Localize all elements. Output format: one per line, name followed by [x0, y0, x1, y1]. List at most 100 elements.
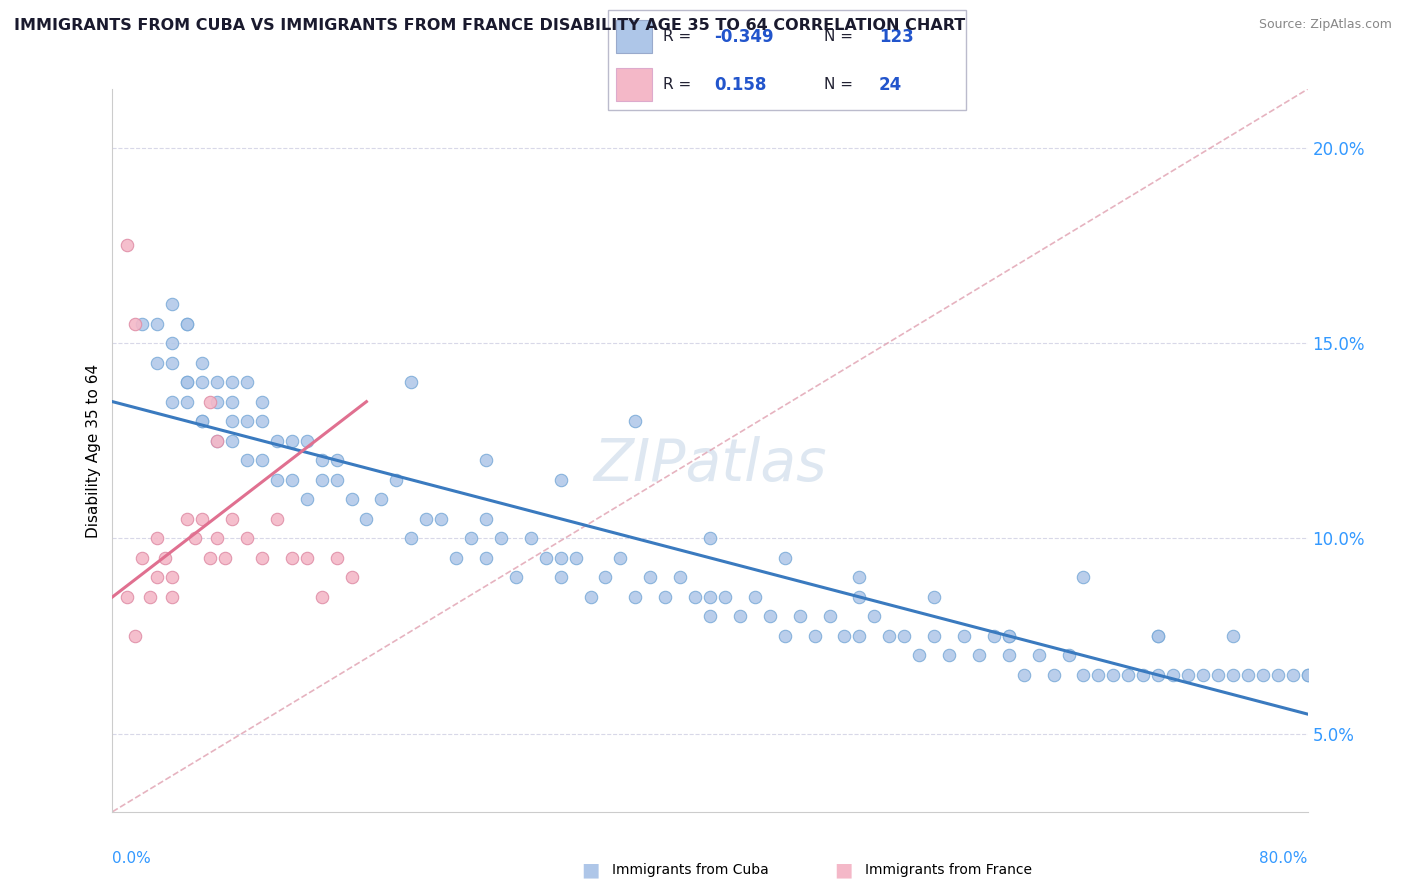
Point	[1267, 668, 1289, 682]
Point	[848, 570, 870, 584]
Point	[250, 453, 273, 467]
Point	[848, 629, 870, 643]
Point	[370, 492, 392, 507]
Bar	[616, 69, 652, 101]
Point	[250, 550, 273, 565]
Point	[1177, 668, 1199, 682]
Point	[789, 609, 811, 624]
Point	[325, 453, 347, 467]
Point	[205, 434, 228, 448]
Text: Source: ZipAtlas.com: Source: ZipAtlas.com	[1258, 18, 1392, 31]
Point	[1102, 668, 1125, 682]
Point	[744, 590, 766, 604]
Point	[281, 434, 304, 448]
Point	[162, 590, 183, 604]
Point	[1118, 668, 1140, 682]
Text: 24: 24	[879, 76, 903, 94]
Point	[1147, 668, 1170, 682]
Point	[221, 434, 243, 448]
Point	[401, 532, 423, 546]
Point	[236, 453, 259, 467]
Point	[191, 375, 214, 389]
Point	[803, 629, 825, 643]
Point	[146, 355, 169, 369]
Point	[714, 590, 737, 604]
Point	[863, 609, 886, 624]
Point	[191, 512, 214, 526]
Text: 80.0%: 80.0%	[1260, 852, 1308, 866]
Point	[773, 550, 796, 565]
Point	[266, 473, 288, 487]
Point	[834, 629, 856, 643]
Text: ■: ■	[834, 860, 853, 880]
Point	[475, 453, 498, 467]
Point	[205, 434, 228, 448]
Point	[579, 590, 602, 604]
Point	[922, 629, 945, 643]
Point	[221, 414, 243, 428]
Point	[214, 550, 236, 565]
Point	[176, 375, 198, 389]
Point	[340, 492, 363, 507]
Point	[176, 317, 198, 331]
Point	[191, 414, 214, 428]
Point	[1042, 668, 1064, 682]
Text: -0.349: -0.349	[714, 28, 773, 45]
Point	[198, 550, 221, 565]
Point	[176, 375, 198, 389]
Point	[998, 648, 1021, 663]
Point	[1296, 668, 1319, 682]
Point	[236, 414, 259, 428]
Point	[295, 492, 318, 507]
Point	[146, 532, 169, 546]
Point	[953, 629, 976, 643]
Point	[162, 570, 183, 584]
Text: R =: R =	[664, 29, 696, 44]
Point	[162, 297, 183, 311]
Point	[640, 570, 662, 584]
Point	[401, 375, 423, 389]
Text: ■: ■	[581, 860, 600, 880]
Point	[1222, 668, 1244, 682]
Y-axis label: Disability Age 35 to 64: Disability Age 35 to 64	[86, 363, 101, 538]
Point	[205, 375, 228, 389]
Point	[564, 550, 586, 565]
Point	[295, 550, 318, 565]
Point	[146, 317, 169, 331]
Point	[550, 550, 572, 565]
Point	[131, 550, 153, 565]
Point	[162, 355, 183, 369]
Text: IMMIGRANTS FROM CUBA VS IMMIGRANTS FROM FRANCE DISABILITY AGE 35 TO 64 CORRELATI: IMMIGRANTS FROM CUBA VS IMMIGRANTS FROM …	[14, 18, 966, 33]
Point	[759, 609, 782, 624]
FancyBboxPatch shape	[609, 10, 966, 111]
Point	[183, 532, 205, 546]
Point	[117, 238, 139, 252]
Point	[848, 590, 870, 604]
Point	[624, 414, 647, 428]
Point	[1161, 668, 1184, 682]
Point	[609, 550, 631, 565]
Point	[938, 648, 960, 663]
Point	[162, 336, 183, 351]
Point	[311, 453, 333, 467]
Point	[489, 532, 512, 546]
Point	[146, 570, 169, 584]
Text: Immigrants from Cuba: Immigrants from Cuba	[612, 863, 768, 877]
Point	[922, 590, 945, 604]
Point	[385, 473, 408, 487]
Point	[1087, 668, 1109, 682]
Point	[311, 590, 333, 604]
Point	[221, 394, 243, 409]
Point	[550, 473, 572, 487]
Point	[505, 570, 527, 584]
Point	[699, 609, 721, 624]
Point	[534, 550, 557, 565]
Text: 123: 123	[879, 28, 914, 45]
Point	[1237, 668, 1260, 682]
Point	[191, 414, 214, 428]
Point	[131, 317, 153, 331]
Text: ZIPatlas: ZIPatlas	[593, 436, 827, 493]
Point	[236, 532, 259, 546]
Point	[250, 414, 273, 428]
Point	[1192, 668, 1215, 682]
